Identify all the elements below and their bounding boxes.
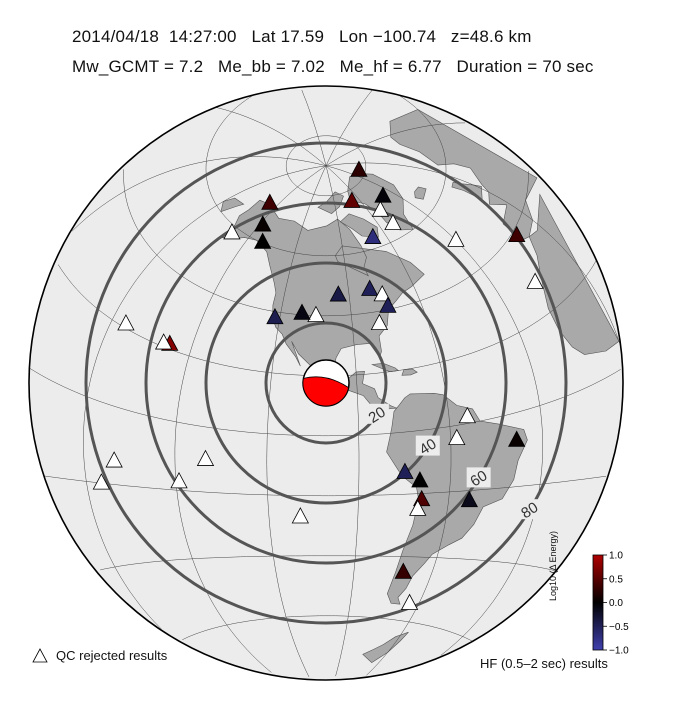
colorbar-title: Log10 (Δ Energy)	[548, 530, 558, 601]
colorbar	[592, 554, 604, 651]
station-triangle	[361, 279, 379, 296]
station-markers	[92, 160, 544, 610]
station-triangle	[254, 215, 272, 232]
focal-mechanism-beachball	[302, 359, 350, 407]
qc-rejected-station-triangle	[370, 313, 389, 331]
qc-rejected-station-triangle	[373, 285, 391, 302]
land-hispaniola	[401, 368, 418, 376]
land-siberia	[220, 197, 245, 213]
meridian-line	[174, 165, 327, 673]
station-triangle	[374, 186, 392, 203]
station-triangle	[394, 562, 412, 579]
distance-ring-labels: 20 40 60 80	[364, 403, 542, 522]
qc-legend-label: QC rejected results	[56, 648, 168, 663]
meridian-line	[266, 165, 327, 678]
distance-ring	[144, 201, 508, 565]
qc-rejected-station-triangle	[291, 507, 310, 524]
land-north-america	[220, 199, 425, 410]
station-triangle	[508, 430, 526, 447]
distance-ring	[204, 261, 448, 505]
colorbar-tick-label: 0.0	[609, 598, 623, 609]
beachball-compression-quadrant	[302, 376, 349, 407]
meridian-line	[325, 162, 621, 347]
globe-outline	[28, 85, 624, 681]
distance-ring-label: 80	[518, 499, 541, 522]
meridian-line	[216, 107, 327, 166]
meridian-line	[325, 89, 373, 166]
station-triangle	[364, 227, 382, 244]
land-europe	[389, 109, 538, 241]
qc-rejected-station-triangle	[170, 471, 188, 489]
meridian-line	[71, 156, 327, 232]
station-triangle	[508, 225, 526, 243]
station-triangle	[343, 191, 361, 208]
qc-rejected-station-triangle	[447, 230, 465, 247]
colorbar-ticks: 1.0 0.5 0.0 −0.5 −1.0	[603, 551, 629, 657]
distance-ring-label: 60	[467, 467, 490, 490]
event-header-line2: Mw_GCMT = 7.2 Me_bb = 7.02 Me_hf = 6.77 …	[72, 57, 594, 76]
qc-rejected-station-triangle	[526, 272, 544, 289]
qc-legend-triangle	[32, 648, 48, 663]
station-triangle	[261, 193, 279, 210]
parallel-line	[57, 260, 597, 377]
colorbar-tick-label: −0.5	[609, 622, 629, 633]
land-iceland	[414, 186, 427, 200]
station-triangle	[460, 490, 479, 508]
qc-rejected-station-triangle	[448, 428, 466, 446]
ring-label-bg	[517, 499, 542, 520]
qc-rejected-station-triangle	[458, 406, 477, 424]
graticule-lines	[29, 89, 621, 678]
hf-legend-label: HF (0.5–2 sec) results	[480, 656, 608, 671]
distance-ring-label: 40	[416, 435, 439, 458]
ring-label-bg	[364, 403, 389, 424]
station-triangle	[396, 462, 414, 479]
station-triangle	[253, 232, 272, 249]
station-triangle	[411, 471, 429, 488]
colorbar-tick-label: 1.0	[609, 551, 623, 562]
meridian-line	[325, 165, 360, 677]
meridian-line	[325, 165, 452, 676]
qc-rejected-station-triangle	[196, 449, 215, 466]
station-triangle	[293, 303, 311, 320]
qc-rejected-station-triangle	[384, 213, 402, 231]
meridian-line	[301, 89, 327, 166]
station-triangle	[329, 285, 347, 302]
qc-rejected-station-triangle	[400, 593, 419, 610]
qc-rejected-station-triangle	[307, 305, 325, 323]
parallel-line	[182, 615, 473, 642]
qc-rejected-station-triangle	[105, 451, 123, 468]
qc-rejected-station-triangle	[117, 314, 135, 331]
distance-rings	[84, 141, 568, 625]
distance-ring	[264, 321, 388, 445]
qc-rejected-station-triangle	[92, 473, 111, 490]
distance-ring-label: 20	[366, 404, 389, 427]
ring-label-bg	[466, 467, 491, 488]
distance-ring	[84, 141, 568, 625]
qc-rejected-station-triangle	[371, 200, 390, 217]
qc-rejected-station-triangle	[409, 499, 427, 516]
meridian-line	[83, 165, 327, 630]
station-triangle	[379, 296, 397, 313]
qc-rejected-station-triangle	[155, 333, 173, 350]
colorbar-tick-label: −1.0	[609, 646, 629, 657]
station-triangle	[350, 160, 368, 177]
meridian-line	[325, 122, 466, 167]
ring-label-bg	[415, 435, 440, 456]
colorbar-tick-label: 0.5	[609, 574, 623, 585]
qc-rejected-station-triangle	[223, 223, 241, 240]
station-triangle	[266, 307, 284, 325]
event-header-line1: 2014/04/18 14:27:00 Lat 17.59 Lon −100.7…	[72, 27, 532, 46]
land-baffin	[339, 213, 379, 238]
parallel-line	[44, 475, 607, 497]
parallel-line	[123, 169, 529, 317]
